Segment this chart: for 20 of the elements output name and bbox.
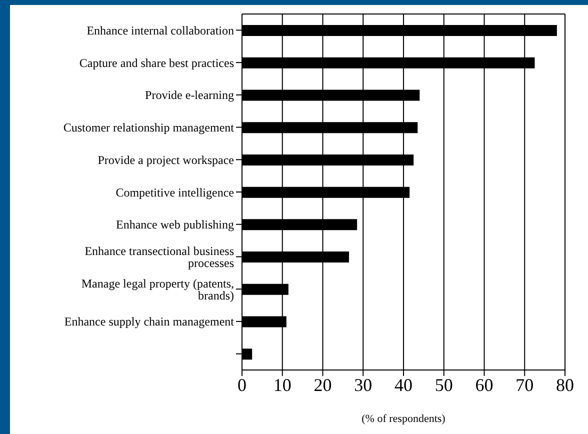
- y-tick-label: Competitive intelligence: [116, 185, 234, 200]
- y-tick-label: Provide a project workspace: [98, 152, 234, 167]
- x-tick-label: 0: [238, 374, 246, 395]
- y-tick-label: Capture and share best practices: [79, 56, 234, 70]
- x-tick-label: 40: [394, 374, 412, 395]
- x-tick-label: 20: [314, 374, 332, 395]
- y-tick-label: Customer relationship management: [63, 120, 235, 135]
- x-tick-label: 30: [354, 374, 372, 395]
- y-tick-label: Enhance transectional business processes: [84, 244, 234, 270]
- x-axis-title: (% of respondents): [362, 413, 446, 425]
- x-tick-label: 60: [475, 374, 494, 395]
- x-tick-label: 80: [556, 374, 574, 395]
- x-tick-label: 70: [516, 374, 534, 395]
- y-tick-label: Enhance supply chain management: [64, 314, 235, 329]
- y-tick-label: Enhance web publishing: [116, 218, 234, 232]
- y-tick-label: Enhance internal collaboration: [86, 23, 234, 38]
- y-tick-label: Provide e-learning: [145, 88, 234, 102]
- x-tick-label: 10: [273, 374, 292, 395]
- x-tick-label: 50: [434, 374, 453, 395]
- y-tick-label: Manage legal property (patents, brands): [81, 276, 234, 302]
